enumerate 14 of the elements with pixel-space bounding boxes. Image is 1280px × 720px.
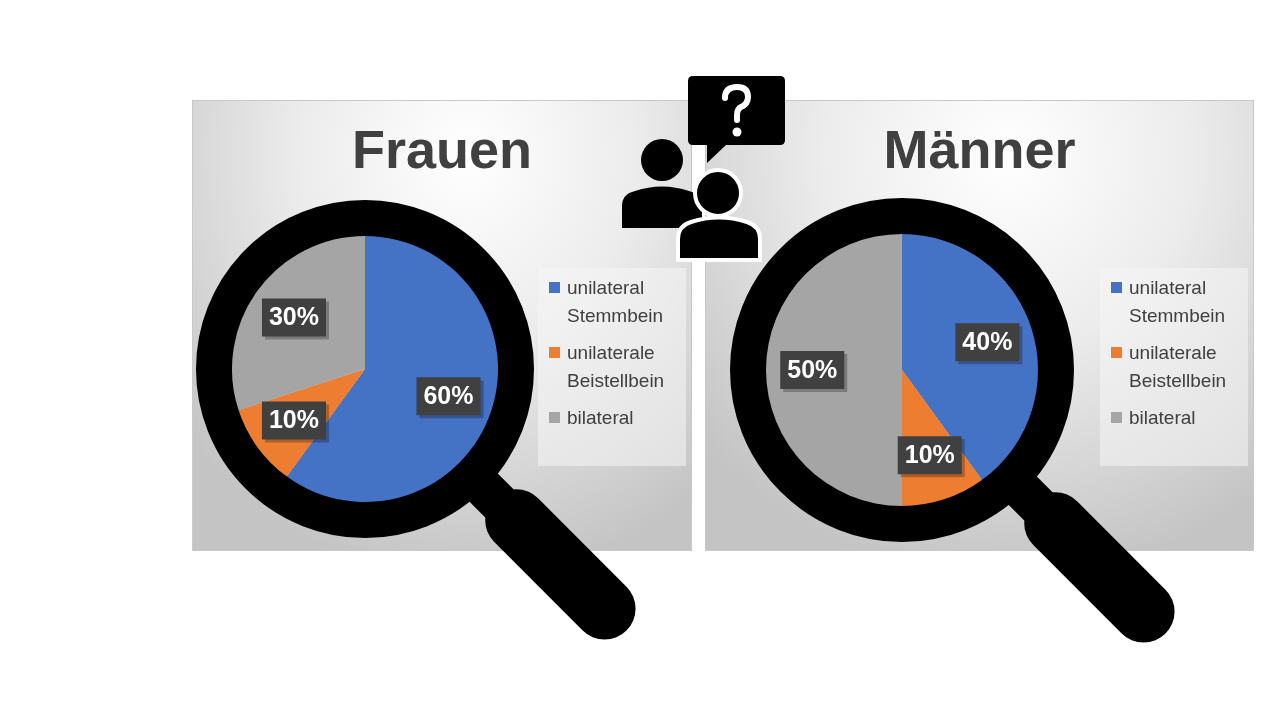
chart-title: Männer <box>882 119 1077 179</box>
data-label: 50% <box>787 354 838 383</box>
legend-label: unilaterale Beistellbein <box>1128 341 1228 393</box>
data-label: 10% <box>904 440 955 469</box>
legend-label: bilateral <box>566 406 635 430</box>
legend-label: bilateral <box>1128 406 1197 430</box>
data-label: 10% <box>268 405 320 434</box>
legend-label: unilaterale Beistellbein <box>566 341 666 393</box>
legend-label: unilateral Stemmbein <box>566 276 665 328</box>
legend-label: unilateral Stemmbein <box>1128 276 1227 328</box>
data-label: 30% <box>268 302 320 331</box>
data-label: 40% <box>962 327 1013 356</box>
data-label: 60% <box>423 381 474 410</box>
chart-title: Frauen <box>350 119 533 179</box>
